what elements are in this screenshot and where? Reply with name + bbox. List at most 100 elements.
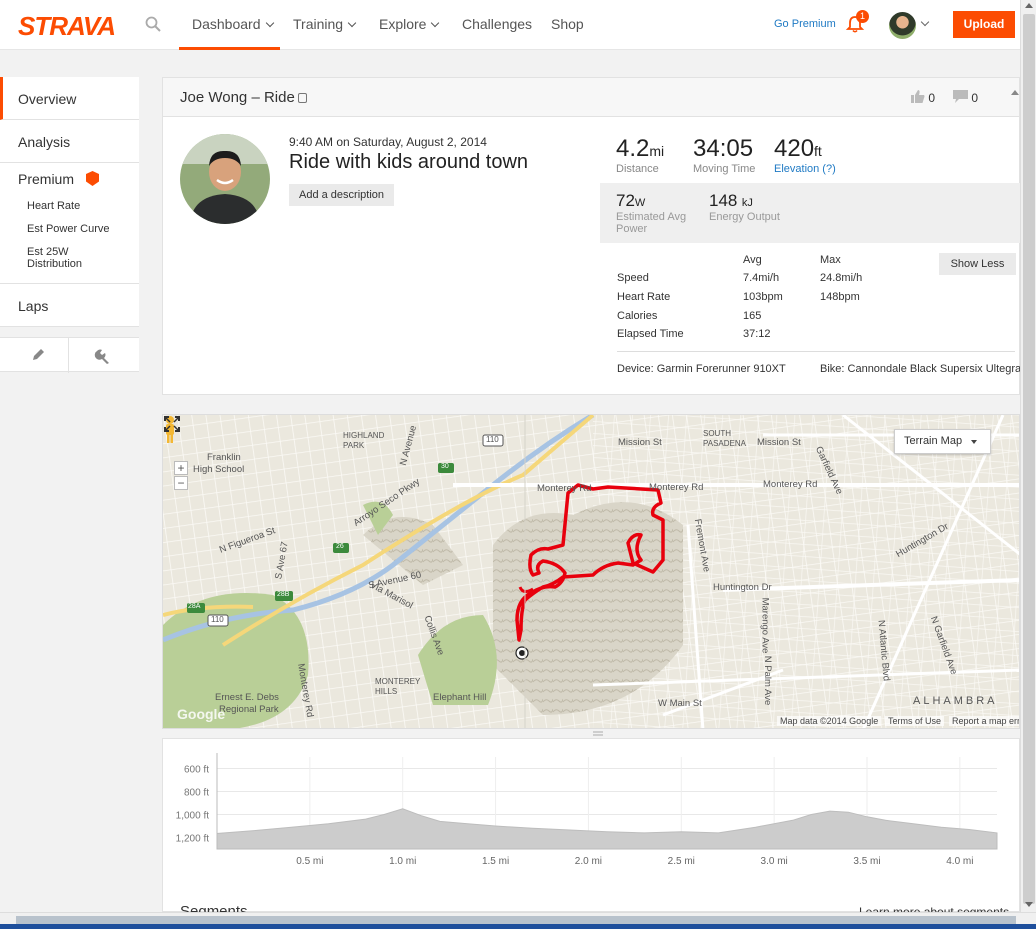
- strava-logo[interactable]: STRAVA: [18, 11, 116, 41]
- highway-shield: 28A: [188, 603, 201, 610]
- nav-shop-label: Shop: [551, 16, 584, 32]
- energy-value: 148: [709, 191, 738, 210]
- x-tick-label: 2.5 mi: [668, 856, 695, 867]
- nav-explore[interactable]: Explore: [379, 16, 440, 32]
- map-label: Ernest E. Debs: [215, 692, 279, 703]
- sidebar-item-analysis[interactable]: Analysis: [0, 120, 139, 163]
- elevation-profile[interactable]: 1,200 ft 1,000 ft 800 ft 600 ft 0.5 mi 1.0 mi…: [162, 738, 1020, 920]
- chevron-up-icon[interactable]: [1011, 90, 1019, 95]
- y-tick-label: 1,000 ft: [176, 811, 210, 822]
- report-error-link[interactable]: Report a map error: [949, 716, 1019, 726]
- stats-divider: [617, 351, 1015, 352]
- sidebar: Overview Analysis Premium Heart Rate Est…: [0, 77, 139, 327]
- secondary-stats: 72W Estimated Avg Power 148 kJ Energy Ou…: [600, 183, 1021, 243]
- sidebar-item-premium[interactable]: Premium: [18, 171, 75, 187]
- show-less-button[interactable]: Show Less: [939, 253, 1016, 275]
- map-label: MONTEREY HILLS: [375, 677, 421, 696]
- chevron-down-icon[interactable]: [920, 17, 930, 27]
- activity-header-title: Joe Wong – Ride: [180, 89, 307, 106]
- comments-button[interactable]: 0: [953, 90, 978, 105]
- scroll-down-arrow-icon[interactable]: [1025, 902, 1033, 907]
- map-label: HIGHLAND PARK: [343, 431, 385, 450]
- sidebar-item-est-power-curve[interactable]: Est Power Curve: [27, 223, 110, 235]
- nav-active-indicator: [179, 47, 280, 50]
- x-tick-label: 0.5 mi: [296, 856, 323, 867]
- scroll-thumb[interactable]: [16, 916, 1016, 925]
- highway-shield: 30: [441, 463, 449, 470]
- scroll-thumb[interactable]: [1023, 14, 1035, 904]
- zoom-in-button[interactable]: +: [174, 461, 188, 475]
- map-label: Regional Park: [219, 704, 279, 715]
- map-label: Monterey Rd: [649, 482, 704, 493]
- y-tick-label: 1,200 ft: [176, 834, 210, 845]
- sidebar-item-est-25w-distribution[interactable]: Est 25W Distribution: [27, 246, 83, 270]
- row-speed-label: Speed: [617, 272, 649, 284]
- nav-dashboard[interactable]: Dashboard: [192, 16, 274, 32]
- row-hr-avg: 103bpm: [743, 291, 783, 303]
- map-label: High School: [193, 464, 245, 475]
- elevation-unit: ft: [814, 143, 822, 159]
- nav-shop[interactable]: Shop: [551, 16, 584, 32]
- distance-value: 4.2: [616, 135, 650, 162]
- terms-link[interactable]: Terms of Use: [885, 716, 945, 726]
- row-speed-max: 24.8mi/h: [820, 272, 863, 284]
- map-type-dropdown[interactable]: Terrain Map: [894, 429, 991, 454]
- activity-datetime: 9:40 AM on Saturday, August 2, 2014: [289, 135, 487, 149]
- vertical-scrollbar[interactable]: [1020, 0, 1036, 912]
- go-premium-link[interactable]: Go Premium: [774, 18, 836, 30]
- x-tick-label: 1.5 mi: [482, 856, 509, 867]
- distance-unit: mi: [649, 143, 665, 159]
- route-map[interactable]: + − Terrain Map Mission St SOUTH PASADEN…: [162, 414, 1020, 729]
- athlete-name[interactable]: Joe Wong: [180, 89, 248, 106]
- premium-badge-icon: [86, 171, 99, 186]
- x-tick-label: 1.0 mi: [389, 856, 416, 867]
- row-calories-label: Calories: [617, 310, 658, 322]
- nav-explore-label: Explore: [379, 16, 427, 32]
- thumbs-up-icon: [911, 90, 925, 103]
- chevron-down-icon: [431, 18, 440, 28]
- wrench-icon[interactable]: [94, 347, 112, 365]
- activity-summary: 9:40 AM on Saturday, August 2, 2014 Ride…: [162, 117, 1022, 395]
- activity-name[interactable]: Ride with kids around town: [289, 151, 529, 173]
- add-description-button[interactable]: Add a description: [289, 184, 394, 206]
- row-elapsed-avg: 37:12: [743, 328, 771, 340]
- highway-shield: 110: [211, 615, 224, 624]
- power-value: 72: [616, 191, 635, 210]
- col-max-header: Max: [820, 254, 841, 266]
- map-label: Mission St: [618, 437, 662, 448]
- sidebar-item-laps[interactable]: Laps: [0, 284, 139, 327]
- pencil-icon[interactable]: [30, 347, 46, 363]
- sidebar-item-heart-rate[interactable]: Heart Rate: [27, 200, 81, 212]
- elevation-chart: 1,200 ft 1,000 ft 800 ft 600 ft 0.5 mi 1.0 mi…: [176, 753, 998, 867]
- moving-time-label: Moving Time: [693, 163, 756, 175]
- fullscreen-icon[interactable]: [163, 415, 181, 433]
- map-label: Monterey Rd: [763, 479, 818, 490]
- nav-dashboard-label: Dashboard: [192, 16, 261, 32]
- elevation-area: [216, 808, 998, 850]
- stat-distance: 4.2mi Distance: [616, 135, 664, 175]
- kudos-button[interactable]: 0: [911, 90, 935, 105]
- bike-info[interactable]: Bike: Cannondale Black Supersix Ultegra: [820, 363, 1022, 375]
- row-hr-label: Heart Rate: [617, 291, 671, 303]
- search-icon[interactable]: [145, 16, 161, 32]
- scroll-up-arrow-icon[interactable]: [1025, 3, 1033, 8]
- x-tick-label: 3.5 mi: [853, 856, 880, 867]
- notification-badge: 1: [856, 10, 869, 23]
- upload-button[interactable]: Upload: [953, 11, 1015, 38]
- energy-unit: kJ: [741, 197, 753, 209]
- elevation-help-link[interactable]: Elevation (?): [774, 163, 836, 175]
- user-avatar[interactable]: [889, 12, 916, 39]
- power-label-2: Power: [616, 223, 648, 235]
- lock-icon: [297, 93, 307, 103]
- resize-handle-icon[interactable]: [593, 731, 603, 737]
- google-logo[interactable]: Google: [177, 706, 226, 722]
- sidebar-item-overview[interactable]: Overview: [0, 77, 139, 120]
- map-label: Monterey Rd: [537, 483, 592, 494]
- comment-count: 0: [971, 91, 979, 105]
- nav-challenges[interactable]: Challenges: [462, 16, 532, 32]
- x-tick-label: 4.0 mi: [946, 856, 973, 867]
- map-label: W Main St: [658, 698, 702, 709]
- nav-training[interactable]: Training: [293, 16, 357, 32]
- athlete-avatar[interactable]: [180, 134, 270, 224]
- zoom-out-button[interactable]: −: [174, 476, 188, 490]
